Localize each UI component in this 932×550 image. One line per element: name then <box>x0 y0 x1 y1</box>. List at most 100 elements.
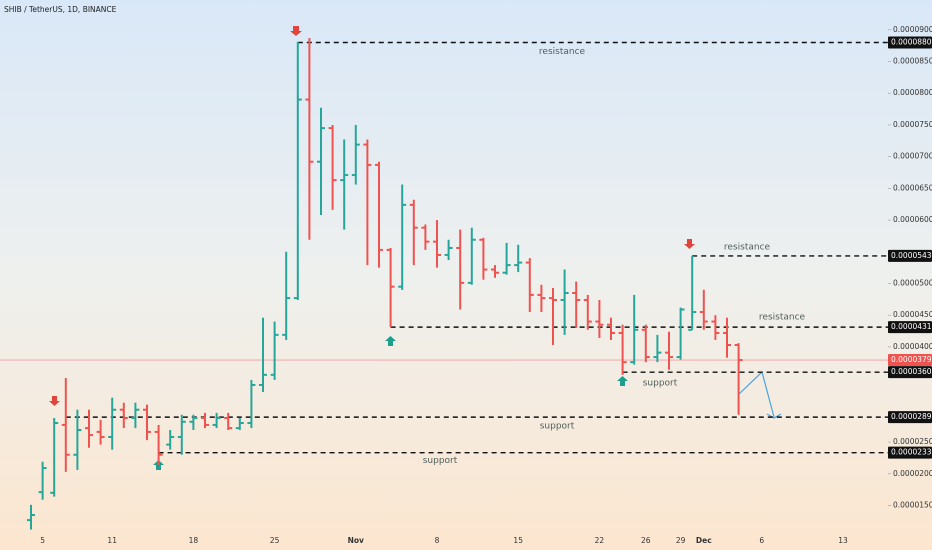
ohlc-bar <box>50 417 59 497</box>
ohlc-bar <box>85 409 93 448</box>
ohlc-bar <box>293 41 302 300</box>
ohlc-bar <box>444 239 453 261</box>
ohlc-bar <box>514 244 523 273</box>
x-tick-label: 11 <box>107 536 117 545</box>
x-tick-label: 18 <box>189 536 199 545</box>
ohlc-bar <box>723 317 731 358</box>
level-price-label: 0.00002333 <box>891 448 932 457</box>
ohlc-bar <box>119 402 128 429</box>
level-price-label: 0.00008800 <box>891 37 932 46</box>
y-tick-label: 0.00001500 <box>893 500 932 509</box>
x-tick-label: 29 <box>676 536 686 545</box>
ohlc-bar <box>560 269 569 335</box>
ohlc-bar <box>224 412 233 431</box>
ohlc-bar <box>653 334 662 363</box>
ohlc-bar <box>189 414 198 431</box>
ohlc-bar <box>270 321 279 380</box>
ohlc-bar <box>607 317 615 340</box>
down-arrow <box>684 239 695 249</box>
x-tick-label: 15 <box>513 536 523 545</box>
ohlc-bar <box>386 247 395 328</box>
up-arrow <box>617 376 628 386</box>
x-tick-label: Nov <box>348 536 364 545</box>
level-text: resistance <box>539 47 586 57</box>
signal-arrows <box>49 26 695 470</box>
level-price-box <box>888 366 932 379</box>
ohlc-bar <box>212 412 221 429</box>
last-price-label: 0.00003793 <box>891 355 932 364</box>
level-price-label: 0.00002893 <box>891 412 932 421</box>
ohlc-bar <box>688 255 697 331</box>
down-arrow <box>49 396 60 406</box>
projection <box>737 370 782 419</box>
level-price-box <box>888 411 932 424</box>
x-tick-label: 8 <box>435 536 440 545</box>
ohlc-bar <box>247 379 256 429</box>
level-price-label: 0.00005435 <box>891 251 932 260</box>
ohlc-bar <box>235 417 244 431</box>
ohlc-bar <box>108 397 117 450</box>
ohlc-bar <box>398 184 407 290</box>
x-tick-label: 25 <box>270 536 280 545</box>
ohlc-bar <box>27 504 35 530</box>
ohlc-bar <box>177 414 186 455</box>
ohlc-bar <box>502 242 511 275</box>
level-price-box <box>888 321 932 334</box>
ohlc-bar <box>154 424 163 465</box>
ohlc-bar <box>537 284 546 313</box>
ohlc-bar <box>711 315 720 340</box>
ohlc-bar <box>259 317 267 392</box>
level-text: support <box>540 422 575 432</box>
level-price-box <box>888 249 932 262</box>
level-price-label: 0.00003602 <box>891 367 932 376</box>
level-price-label: 0.00004312 <box>891 322 932 331</box>
ohlc-bar <box>630 294 639 365</box>
x-tick-label: 5 <box>40 536 45 545</box>
ohlc-bar <box>549 287 557 346</box>
x-tick-label: 13 <box>838 536 848 545</box>
ohlc-bar <box>665 331 673 370</box>
level-text: resistance <box>759 313 806 323</box>
ohlc-bar <box>409 199 418 266</box>
last-price-box <box>888 354 932 367</box>
ohlc-bar <box>525 258 534 313</box>
ohlc-bar <box>73 409 82 470</box>
ohlc-bar <box>143 404 151 441</box>
ohlc-bar <box>131 402 140 429</box>
projection-line <box>737 370 775 418</box>
ohlc-bar <box>305 38 314 240</box>
ohlc-bar <box>317 107 325 216</box>
ohlc-bar <box>282 251 291 340</box>
ohlc-bar <box>363 139 372 266</box>
ohlc-bar <box>456 229 465 310</box>
ohlc-bar <box>572 281 581 328</box>
ohlc-bar <box>421 224 430 250</box>
level-text: support <box>423 456 458 466</box>
up-arrow <box>153 460 164 470</box>
level-price-box <box>888 446 932 459</box>
ohlc-bar <box>699 289 708 330</box>
x-tick-label: Dec <box>696 536 712 545</box>
x-tick-label: 26 <box>641 536 651 545</box>
ohlc-bar <box>96 419 105 445</box>
ohlc-bar <box>351 124 360 185</box>
x-tick-label: 6 <box>759 536 764 545</box>
ohlc-bar <box>328 124 337 210</box>
ohlc-bar <box>641 324 650 363</box>
ohlc-bar <box>479 237 488 280</box>
ohlc-bar <box>676 307 685 360</box>
ohlc-bar <box>375 161 383 268</box>
ohlc-bar <box>38 461 47 500</box>
ohlc-bar <box>734 343 743 415</box>
ohlc-bar <box>618 324 627 375</box>
ohlc-bar <box>491 265 499 278</box>
